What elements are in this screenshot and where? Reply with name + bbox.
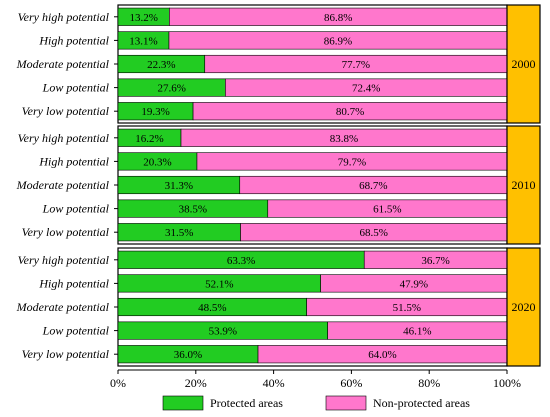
x-tick-label: 100% [493,376,521,390]
protected-value-label: 38.5% [179,204,207,216]
non-protected-value-label: 46.1% [403,326,431,338]
non-protected-value-label: 86.8% [324,12,352,24]
protected-value-label: 31.3% [165,180,193,192]
non-protected-value-label: 61.5% [373,204,401,216]
protected-value-label: 22.3% [147,59,175,71]
protected-value-label: 52.1% [205,278,233,290]
protected-value-label: 48.5% [198,302,226,314]
protected-value-label: 19.3% [141,106,169,118]
x-tick-label: 40% [263,376,285,390]
category-label: Very low potential [22,347,110,361]
category-label: Very low potential [22,104,110,118]
year-band [506,4,541,124]
x-tick-label: 20% [185,376,207,390]
category-label: High potential [38,154,109,168]
year-band [506,125,541,245]
non-protected-value-label: 77.7% [342,59,370,71]
non-protected-value-label: 83.8% [330,133,358,145]
year-label: 2010 [512,178,536,192]
x-tick-label: 0% [110,376,126,390]
non-protected-value-label: 72.4% [352,83,380,95]
non-protected-value-label: 79.7% [338,156,366,168]
non-protected-value-label: 86.9% [324,35,352,47]
non-protected-value-label: 47.9% [400,278,428,290]
non-protected-value-label: 68.7% [359,180,387,192]
legend-label-non-protected: Non-protected areas [373,396,470,410]
non-protected-value-label: 51.5% [393,302,421,314]
category-label: High potential [38,276,109,290]
year-band [506,247,541,367]
category-label: Very high potential [18,253,110,267]
category-label: Very high potential [18,10,110,24]
legend-label-protected: Protected areas [210,396,283,410]
category-label: High potential [38,33,109,47]
category-label: Moderate potential [16,178,110,192]
non-protected-value-label: 36.7% [421,255,449,267]
protected-value-label: 63.3% [227,255,255,267]
protected-value-label: 31.5% [165,227,193,239]
protected-value-label: 16.2% [135,133,163,145]
x-tick-label: 60% [340,376,362,390]
non-protected-value-label: 68.5% [360,227,388,239]
category-label: Low potential [42,81,110,95]
legend-swatch-protected [162,395,204,411]
year-label: 2020 [512,300,536,314]
year-label: 2000 [512,57,536,71]
legend-swatch-non-protected [325,395,367,411]
protected-value-label: 13.2% [129,12,157,24]
protected-value-label: 13.1% [129,35,157,47]
protected-value-label: 20.3% [143,156,171,168]
protected-value-label: 53.9% [209,326,237,338]
non-protected-value-label: 80.7% [336,106,364,118]
x-tick-label: 80% [418,376,440,390]
non-protected-value-label: 64.0% [368,349,396,361]
category-label: Very low potential [22,225,110,239]
category-label: Low potential [42,324,110,338]
category-label: Moderate potential [16,57,110,71]
category-label: Low potential [42,202,110,216]
category-label: Very high potential [18,131,110,145]
protected-value-label: 27.6% [157,83,185,95]
category-label: Moderate potential [16,300,110,314]
protected-value-label: 36.0% [174,349,202,361]
